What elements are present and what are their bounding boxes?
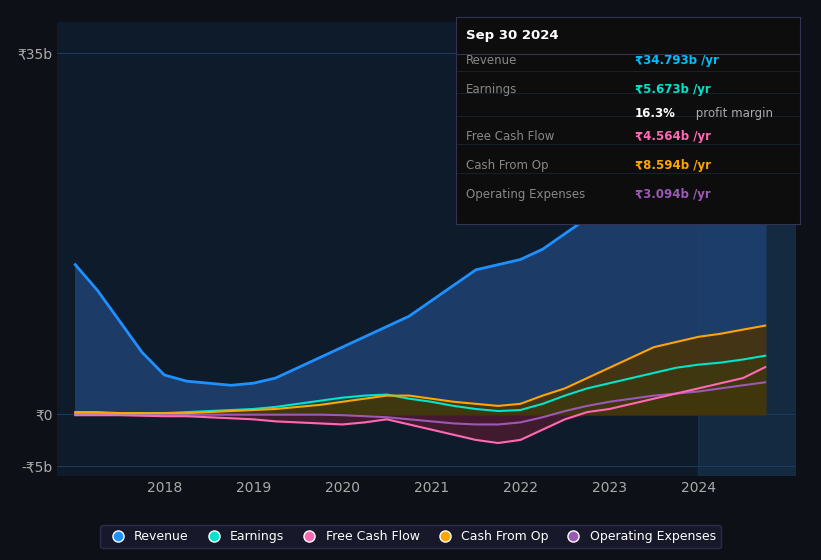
Text: Free Cash Flow: Free Cash Flow: [466, 130, 554, 143]
Text: ₹34.793b /yr: ₹34.793b /yr: [635, 54, 719, 67]
Text: Revenue: Revenue: [466, 54, 517, 67]
Text: ₹5.673b /yr: ₹5.673b /yr: [635, 83, 711, 96]
Text: Operating Expenses: Operating Expenses: [466, 188, 585, 200]
Text: ₹8.594b /yr: ₹8.594b /yr: [635, 158, 711, 172]
Text: 16.3%: 16.3%: [635, 107, 676, 120]
Text: ₹3.094b /yr: ₹3.094b /yr: [635, 188, 711, 200]
Text: profit margin: profit margin: [692, 107, 773, 120]
Text: Sep 30 2024: Sep 30 2024: [466, 29, 558, 42]
Legend: Revenue, Earnings, Free Cash Flow, Cash From Op, Operating Expenses: Revenue, Earnings, Free Cash Flow, Cash …: [100, 525, 721, 548]
Text: Cash From Op: Cash From Op: [466, 158, 548, 172]
Text: Earnings: Earnings: [466, 83, 517, 96]
Text: ₹4.564b /yr: ₹4.564b /yr: [635, 130, 711, 143]
Bar: [699, 22, 796, 476]
